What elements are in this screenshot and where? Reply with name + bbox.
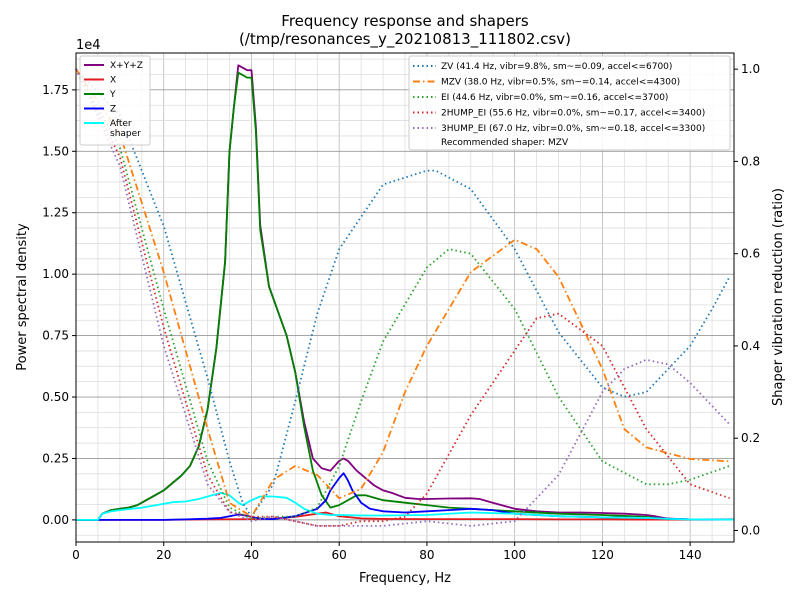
shaper-series-line-1 bbox=[75, 68, 730, 518]
x-tick-label: 20 bbox=[156, 548, 171, 562]
x-tick-label: 0 bbox=[72, 548, 80, 562]
y2-tick-label: 0.8 bbox=[741, 154, 760, 168]
x-tick-label: 80 bbox=[419, 548, 434, 562]
shaper-series-line-2 bbox=[75, 68, 730, 520]
y2-axis-label: Shaper vibration reduction (ratio) bbox=[771, 188, 786, 406]
legend-shapers: ZV (41.4 Hz, vibr=9.8%, sm~=0.09, accel<… bbox=[408, 55, 731, 151]
plot-frame bbox=[75, 52, 735, 543]
y-offset-label: 1e4 bbox=[76, 38, 101, 53]
y2-tick-label: 0.0 bbox=[741, 523, 760, 537]
psd-series-line-4 bbox=[76, 491, 735, 521]
legend-shaper-label-0: ZV (41.4 Hz, vibr=9.8%, sm~=0.09, accel<… bbox=[441, 62, 672, 72]
grid-lines bbox=[75, 53, 735, 542]
legend-psd-label-0: X+Y+Z bbox=[110, 61, 143, 71]
legend-psd-label-1: X bbox=[110, 76, 116, 86]
y-tick-label: 0.25 bbox=[42, 451, 69, 465]
shaper-series-line-4 bbox=[75, 68, 731, 527]
legend-psd-label-2: Y bbox=[109, 90, 116, 100]
x-tick-label: 140 bbox=[679, 548, 702, 562]
psd-series-line-1 bbox=[76, 511, 734, 521]
chart-title-line-2: (/tmp/resonances_y_20210813_111802.csv) bbox=[239, 30, 571, 49]
y-axis-ticks: 0.00 0.25 0.50 0.75 1.00 1.25 1.50 1.75 bbox=[42, 83, 76, 527]
y-tick-label: 1.75 bbox=[42, 83, 69, 97]
x-tick-label: 60 bbox=[332, 548, 347, 562]
y-tick-label: 1.50 bbox=[42, 144, 69, 158]
legend-shaper-label-4: 3HUMP_EI (67.0 Hz, vibr=0.0%, sm~=0.18, … bbox=[441, 124, 705, 134]
legend-shaper-label-3: 2HUMP_EI (55.6 Hz, vibr=0.0%, sm~=0.17, … bbox=[441, 109, 705, 119]
legend-shapers-box bbox=[408, 55, 731, 151]
legend-psd-label-4: After bbox=[110, 119, 132, 129]
x-axis-ticks: 0 20 40 60 80 100 120 140 bbox=[72, 542, 702, 562]
legend-psd-label-4: shaper bbox=[110, 129, 141, 139]
y2-tick-label: 0.4 bbox=[741, 339, 760, 353]
psd-series-lines bbox=[76, 64, 735, 521]
legend-psd-label-3: Z bbox=[110, 105, 116, 115]
legend-shaper-label-1: MZV (38.0 Hz, vibr=0.5%, sm~=0.14, accel… bbox=[441, 78, 680, 88]
y-tick-label: 0.75 bbox=[42, 329, 69, 343]
shaper-series-lines bbox=[75, 68, 731, 527]
y2-tick-label: 0.2 bbox=[741, 431, 760, 445]
chart-title-line-1: Frequency response and shapers bbox=[281, 12, 529, 30]
x-tick-label: 40 bbox=[244, 548, 259, 562]
x-axis-label: Frequency, Hz bbox=[359, 571, 451, 586]
y-tick-label: 1.00 bbox=[42, 267, 69, 281]
recommended-shaper-text: Recommended shaper: MZV bbox=[441, 138, 569, 148]
y2-axis-ticks: 0.0 0.2 0.4 0.6 0.8 1.0 bbox=[734, 62, 760, 537]
y-tick-label: 1.25 bbox=[42, 206, 69, 220]
y-tick-label: 0.00 bbox=[42, 513, 69, 527]
y-tick-label: 0.50 bbox=[42, 390, 69, 404]
x-tick-label: 100 bbox=[503, 548, 526, 562]
y-axis-label: Power spectral density bbox=[15, 223, 30, 371]
x-tick-label: 120 bbox=[591, 548, 614, 562]
y2-tick-label: 1.0 bbox=[741, 62, 760, 76]
legend-shaper-label-2: EI (44.6 Hz, vibr=0.0%, sm~=0.16, accel<… bbox=[441, 93, 668, 103]
y2-tick-label: 0.6 bbox=[741, 247, 760, 261]
